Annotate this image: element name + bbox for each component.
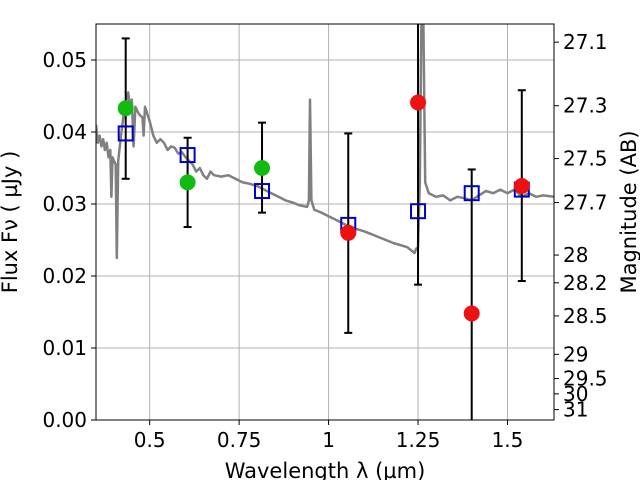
model-point-marker — [179, 147, 196, 164]
model-point-marker — [463, 185, 480, 202]
right-tick-label: 29 — [563, 342, 588, 366]
right-tick-label: 28.5 — [563, 304, 608, 328]
y-tick-label: 0.04 — [42, 120, 87, 144]
model-point-marker — [254, 183, 271, 200]
right-tick-label: 31 — [563, 398, 588, 422]
ir-point-marker — [463, 305, 480, 322]
model-point-marker — [410, 203, 427, 220]
ir-point-marker — [410, 94, 427, 111]
right-tick-label: 28.2 — [563, 271, 608, 295]
y-axis-ticks: 0.00 0.01 0.02 0.03 0.04 0.05 — [42, 48, 96, 432]
x-tick-label: 1 — [322, 428, 335, 452]
optical-point-marker — [117, 100, 134, 117]
right-tick-label: 29.5 — [563, 367, 608, 391]
ir-point-marker — [513, 178, 530, 194]
optical-point-marker — [254, 160, 271, 176]
x-tick-label: 0.5 — [134, 428, 166, 452]
right-tick-label: 27.1 — [563, 30, 608, 54]
y-tick-label: 0.01 — [42, 336, 87, 360]
plot-frame — [95, 23, 555, 421]
right-tick-label: 27.7 — [563, 191, 608, 215]
x-tick-label: 1.5 — [492, 428, 524, 452]
y-tick-label: 0.03 — [42, 192, 87, 216]
y-tick-label: 0.05 — [42, 48, 87, 72]
plot-area — [96, 24, 554, 420]
ir-point-marker — [340, 224, 357, 241]
data-markers — [117, 94, 530, 322]
x-axis-label: Wavelength λ (µm) — [225, 459, 426, 480]
x-tick-label: 1.25 — [396, 428, 441, 452]
right-tick-label: 27.3 — [563, 94, 608, 118]
right-axis-label: Magnitude (AB) — [617, 130, 640, 293]
y-axis-label: Flux Fν ( µJy ) — [0, 151, 22, 294]
right-tick-label: 30 — [563, 382, 588, 406]
x-axis-ticks: 0.5 0.75 1 1.25 1.5 — [134, 420, 524, 452]
right-tick-label: 27.5 — [563, 147, 608, 171]
y-tick-label: 0.02 — [42, 264, 87, 288]
right-tick-label: 28 — [563, 243, 588, 267]
x-tick-label: 0.75 — [217, 428, 262, 452]
optical-point-marker — [179, 174, 196, 191]
model-point-marker — [117, 125, 134, 142]
y-tick-label: 0.00 — [42, 408, 87, 432]
